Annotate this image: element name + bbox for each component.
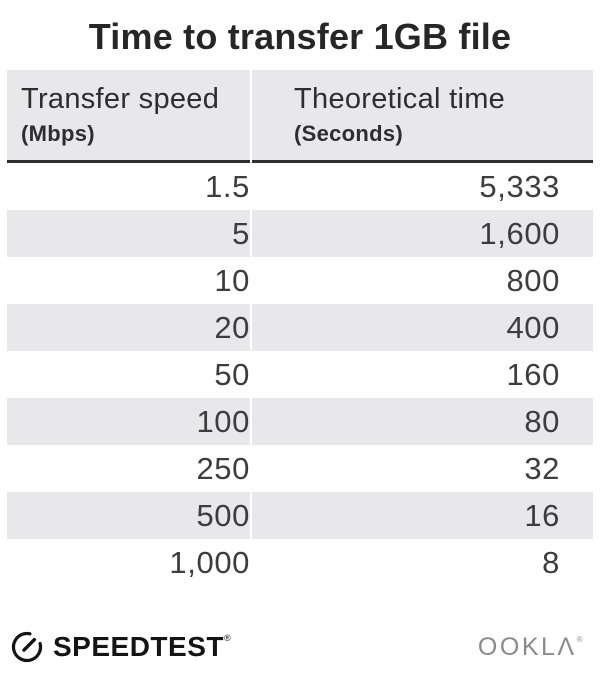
table-row: 20 400 [7,304,593,352]
speedtest-logo: SPEEDTEST® [10,630,231,664]
table-row: 100 80 [7,398,593,446]
table-cell: 8 [542,544,560,580]
table-cell: 500 [7,492,250,540]
table-cell: 50 [214,356,250,392]
table-cell: 16 [252,492,593,540]
table-cell: 1,600 [252,210,593,258]
table-cell: 80 [252,398,593,446]
footer: SPEEDTEST® OOKLΛ® [10,630,585,664]
registered-trademark-icon: ® [576,634,585,644]
table-cell: 5 [7,210,250,258]
table-cell: 1,000 [169,544,250,580]
table-cell: 400 [252,304,593,352]
table-row: 1,000 8 [7,539,593,586]
table-row: 1.5 5,333 [7,163,593,210]
table-row: 5 1,600 [7,210,593,258]
table-cell: 250 [196,450,250,486]
column-label: Theoretical time [294,83,506,115]
ookla-logo: OOKLΛ® [477,632,585,661]
header-row: Transfer speed (Mbps) Theoretical time (… [7,70,593,164]
table-row: 10 800 [7,257,593,304]
table-cell: 20 [7,304,250,352]
column-label: Transfer speed [21,83,220,115]
table-cell: 800 [506,262,560,298]
table-body: 1.5 5,333 5 1,600 10 800 20 400 50 160 100 80 250 32 5… [7,163,593,586]
table-cell: 32 [524,450,560,486]
table-cell: 10 [214,262,250,298]
table-cell: 5,333 [479,168,560,204]
registered-trademark-icon: ® [223,633,232,644]
header-cell-theoretical-time: Theoretical time (Seconds) [252,70,593,164]
column-unit: (Seconds) [294,121,404,147]
table-cell: 160 [506,356,560,392]
table-cell: 100 [7,398,250,446]
table-row: 50 160 [7,351,593,398]
speedtest-wordmark: SPEEDTEST® [53,631,232,663]
speedtest-gauge-icon [10,630,44,664]
page: Time to transfer 1GB file Transfer speed… [0,14,600,664]
column-unit: (Mbps) [21,121,95,147]
page-title: Time to transfer 1GB file [88,16,512,57]
table-header: Transfer speed (Mbps) Theoretical time (… [7,70,593,164]
table-row: 250 32 [7,445,593,492]
transfer-speed-table: Transfer speed (Mbps) Theoretical time (… [5,70,595,586]
table-cell: 1.5 [205,168,250,204]
header-cell-transfer-speed: Transfer speed (Mbps) [7,70,250,164]
table-row: 500 16 [7,492,593,540]
